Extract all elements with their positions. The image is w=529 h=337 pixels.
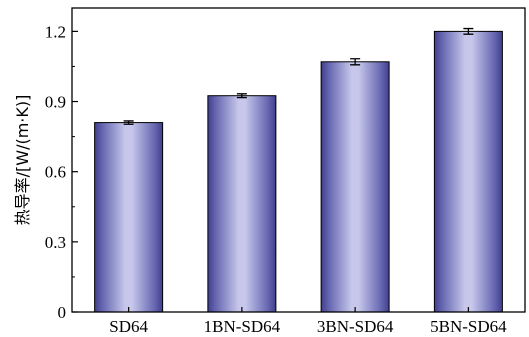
bar-sd64 xyxy=(94,122,164,313)
x-axis-ticks: SD64 1BN-SD64 3BN-SD64 5BN-SD64 xyxy=(109,307,507,336)
error-bar-sd64 xyxy=(123,120,134,125)
bar-1bn-sd64 xyxy=(207,95,277,313)
error-bar-5bn-sd64 xyxy=(463,27,474,35)
bar-3bn-sd64 xyxy=(320,61,390,313)
y-axis-label: 热导率/[W/(m·K)] xyxy=(13,95,32,226)
y-tick-label: 1.2 xyxy=(45,22,66,41)
bar-5bn-sd64 xyxy=(433,30,503,313)
error-bar-3bn-sd64 xyxy=(350,58,361,66)
bars-group xyxy=(94,30,503,313)
x-tick-label: SD64 xyxy=(109,317,148,336)
y-tick-label: 0.9 xyxy=(45,93,66,112)
plot-frame xyxy=(71,7,526,313)
y-axis-ticks: 0 0.3 0.6 0.9 1.2 xyxy=(45,22,78,322)
error-bar-1bn-sd64 xyxy=(236,93,247,99)
error-bars-group xyxy=(123,27,474,125)
x-tick-label: 1BN-SD64 xyxy=(204,317,281,336)
y-tick-label: 0 xyxy=(58,303,67,322)
y-tick-label: 0.6 xyxy=(45,163,66,182)
x-tick-label: 5BN-SD64 xyxy=(430,317,507,336)
y-tick-label: 0.3 xyxy=(45,233,66,252)
x-tick-label: 3BN-SD64 xyxy=(317,317,394,336)
